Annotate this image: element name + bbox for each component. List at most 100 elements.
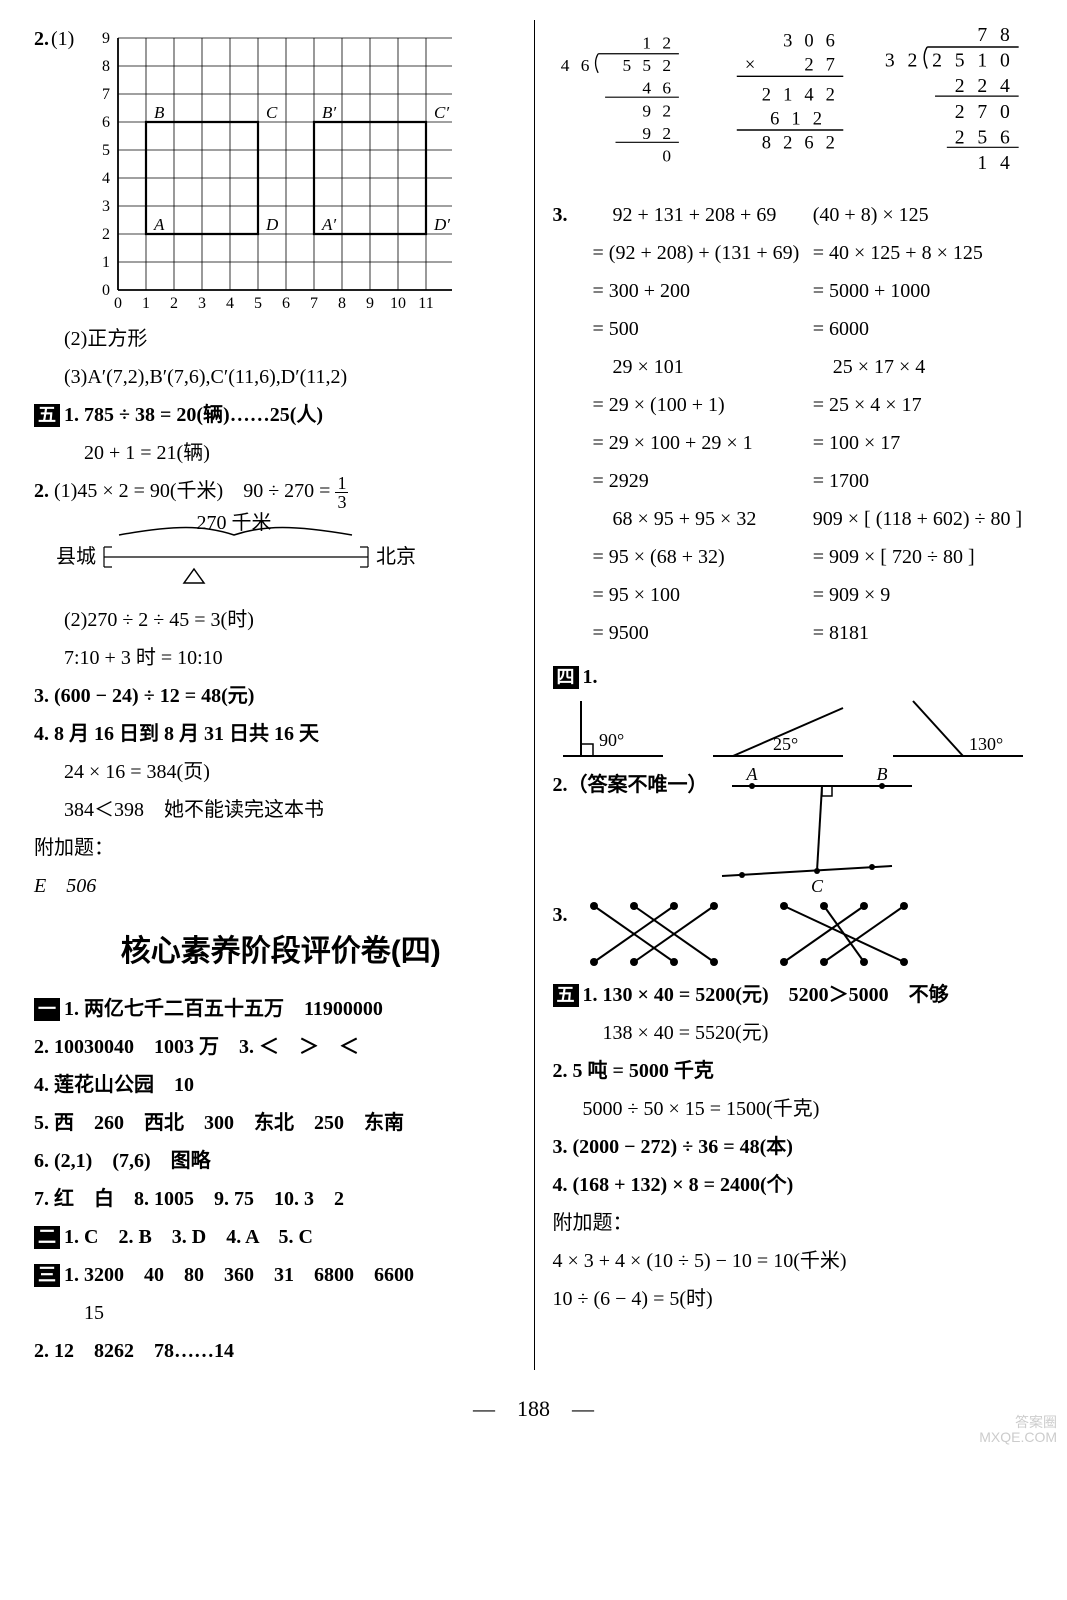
svg-text:5: 5 xyxy=(102,142,110,159)
svg-text:C: C xyxy=(810,876,823,896)
sec5r-badge: 五 xyxy=(553,984,579,1007)
svg-text:9: 9 xyxy=(102,30,110,47)
p2: 2. 10030040 1003 万 3. ＜ ＞ ＜ xyxy=(34,1028,528,1066)
svg-text:7: 7 xyxy=(310,295,318,312)
p3-1a: 1. 3200 40 80 360 31 6800 6600 xyxy=(64,1264,414,1286)
s5-3: 3. (600 − 24) ÷ 12 = 48(元) xyxy=(34,677,528,715)
svg-text:270 千米: 270 千米 xyxy=(197,511,272,534)
eq-line: = 500 xyxy=(593,310,813,348)
q2-sub2: (2)正方形 xyxy=(34,320,528,358)
s5-4c: 384＜398 她不能读完这本书 xyxy=(34,791,528,829)
p3-2: 2. 12 8262 78……14 xyxy=(34,1332,528,1370)
eq-line: = 1700 xyxy=(813,462,1033,500)
svg-text:6 1 2: 6 1 2 xyxy=(771,108,827,129)
svg-text:2: 2 xyxy=(102,226,110,243)
eq-line: = 95 × (68 + 32) xyxy=(593,538,813,576)
svg-text:9 2: 9 2 xyxy=(642,101,674,120)
page-number: — 188 — xyxy=(28,1388,1039,1430)
s5-1a: 1. 785 ÷ 38 = 20(辆)……25(人) xyxy=(64,404,323,426)
r-s5-2a: 2. 5 吨 = 5000 千克 xyxy=(553,1052,1034,1090)
svg-text:2 1 4 2: 2 1 4 2 xyxy=(762,84,839,105)
s5-2b: (2)270 ÷ 2 ÷ 45 = 3(时) xyxy=(34,601,528,639)
eq-line: (40 + 8) × 125 xyxy=(813,196,1033,234)
q2-sub3: (3)A′(7,2),B′(7,6),C′(11,6),D′(11,2) xyxy=(34,358,528,396)
eq-line: = 2929 xyxy=(593,462,813,500)
watermark: 答案圈 MXQE.COM xyxy=(979,1415,1057,1446)
r-extra-2: 10 ÷ (6 − 4) = 5(时) xyxy=(553,1280,1034,1318)
svg-text:11: 11 xyxy=(419,295,434,312)
svg-text:1 2: 1 2 xyxy=(642,34,674,53)
extra-label-left: 附加题： xyxy=(34,829,528,867)
eq-line: 909 × [ (118 + 602) ÷ 80 ] xyxy=(813,500,1033,538)
coord-grid: 012345678910110123456789ABCDA′B′C′D′ xyxy=(72,20,452,320)
svg-text:C′: C′ xyxy=(434,103,449,122)
q3-left-col: 92 + 131 + 208 + 69= (92 + 208) + (131 +… xyxy=(593,196,813,652)
eq-line: 29 × 101 xyxy=(593,348,813,386)
sec4-badge: 四 xyxy=(553,666,579,689)
eq-line: = 300 + 200 xyxy=(593,272,813,310)
svg-text:25°: 25° xyxy=(773,734,798,754)
svg-text:2 5 6: 2 5 6 xyxy=(954,126,1013,148)
svg-text:6: 6 xyxy=(282,295,290,312)
eq-line: = 25 × 4 × 17 xyxy=(813,386,1033,424)
svg-text:A: A xyxy=(745,766,758,784)
s5-1b: 20 + 1 = 21(辆) xyxy=(34,434,528,472)
svg-text:0: 0 xyxy=(102,282,110,299)
svg-text:8: 8 xyxy=(102,58,110,75)
angles-diagram: 90° 25° 130° xyxy=(553,696,1033,766)
section-title: 核心素养阶段评价卷(四) xyxy=(34,923,528,980)
svg-text:2 7 0: 2 7 0 xyxy=(954,101,1013,123)
q3-label: 3. xyxy=(553,196,593,652)
svg-text:9 2: 9 2 xyxy=(642,124,674,143)
p7: 7. 红 白 8. 1005 9. 75 10. 3 2 xyxy=(34,1180,528,1218)
svg-text:0: 0 xyxy=(114,295,122,312)
extra-label-right: 附加题： xyxy=(553,1204,1034,1242)
sec5-badge: 五 xyxy=(34,404,60,427)
svg-text:3 2: 3 2 xyxy=(884,50,920,72)
svg-text:1: 1 xyxy=(142,295,150,312)
svg-text:5 5 2: 5 5 2 xyxy=(622,56,674,75)
svg-text:4 6: 4 6 xyxy=(642,79,674,98)
eq-line: = 29 × (100 + 1) xyxy=(593,386,813,424)
s4-1: 1. xyxy=(583,666,598,688)
svg-text:1 4: 1 4 xyxy=(977,152,1013,174)
svg-text:90°: 90° xyxy=(599,730,624,750)
distance-diagram: 270 千米 县城 北京 xyxy=(34,511,454,601)
svg-text:0: 0 xyxy=(662,146,674,165)
eq-line: = 909 × [ 720 ÷ 80 ] xyxy=(813,538,1033,576)
svg-text:4: 4 xyxy=(102,170,110,187)
svg-text:10: 10 xyxy=(390,295,406,312)
r-s5-1b: 138 × 40 = 5520(元) xyxy=(553,1014,1034,1052)
eq-line: 92 + 131 + 208 + 69 xyxy=(593,196,813,234)
svg-text:D: D xyxy=(265,215,279,234)
svg-text:8 2 6 2: 8 2 6 2 xyxy=(762,133,839,154)
fraction-1-3: 1 3 xyxy=(335,474,348,511)
svg-text:6: 6 xyxy=(102,114,110,131)
svg-text:×: × xyxy=(745,55,755,76)
svg-text:C: C xyxy=(266,103,278,122)
s5-2a-pre: (1)45 × 2 = 90(千米) 90 ÷ 270 = xyxy=(54,480,335,502)
r-s5-1a: 1. 130 × 40 = 5200(元) 5200＞5000 不够 xyxy=(583,984,949,1006)
p5: 5. 西 260 西北 300 东北 250 东南 xyxy=(34,1104,528,1142)
eq-line: = 8181 xyxy=(813,614,1033,652)
svg-text:7: 7 xyxy=(102,86,110,103)
r-s5-4: 4. (168 + 132) × 8 = 2400(个) xyxy=(553,1166,1034,1204)
eq-line: 25 × 17 × 4 xyxy=(813,348,1033,386)
r-s5-3: 3. (2000 − 272) ÷ 36 = 48(本) xyxy=(553,1128,1034,1166)
s4-2: 2.（答案不唯一） xyxy=(553,766,708,804)
svg-text:B: B xyxy=(154,103,165,122)
s4-3: 3. xyxy=(553,896,568,934)
p4: 4. 莲花山公园 10 xyxy=(34,1066,528,1104)
eq-line: = 95 × 100 xyxy=(593,576,813,614)
svg-text:4 6: 4 6 xyxy=(560,56,592,75)
svg-text:130°: 130° xyxy=(969,734,1003,754)
svg-text:B: B xyxy=(876,766,887,784)
svg-text:4: 4 xyxy=(226,295,234,312)
s5-4b: 24 × 16 = 384(页) xyxy=(34,753,528,791)
eq-line: = 909 × 9 xyxy=(813,576,1033,614)
perp-diagram: A B C xyxy=(712,766,942,896)
svg-text:7 8: 7 8 xyxy=(977,24,1013,46)
p1: 1. 两亿七千二百五十五万 11900000 xyxy=(64,998,383,1020)
svg-text:3 0 6: 3 0 6 xyxy=(783,31,839,52)
eq-line: 68 × 95 + 95 × 32 xyxy=(593,500,813,538)
